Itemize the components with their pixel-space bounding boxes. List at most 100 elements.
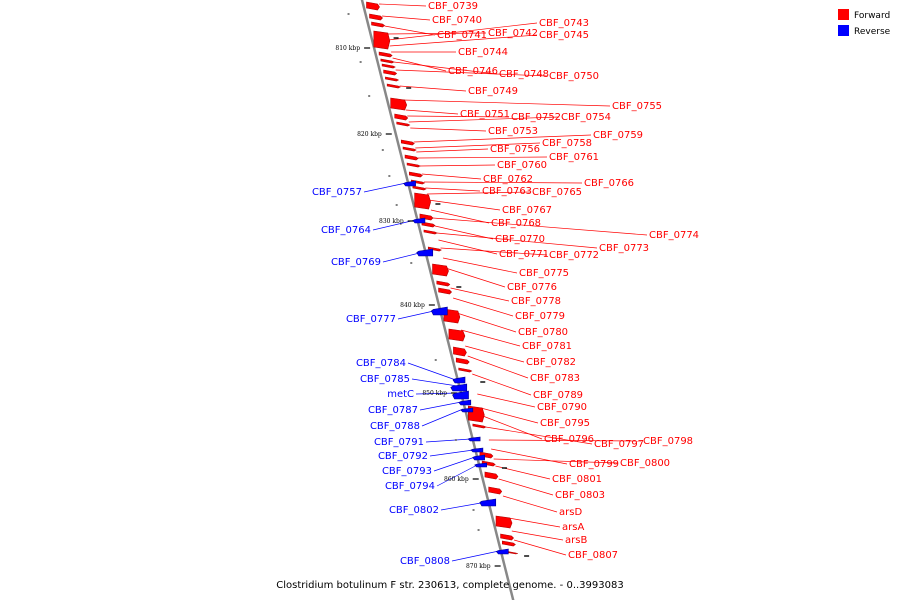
reverse-gene-label: CBF_0802	[389, 505, 439, 516]
map-caption: Clostridium botulinum F str. 230613, com…	[276, 580, 623, 591]
forward-gene	[406, 162, 421, 168]
forward-gene-label: CBF_0795	[540, 418, 590, 429]
forward-gene	[472, 423, 487, 429]
forward-gene-label: CBF_0756	[490, 144, 540, 155]
forward-gene	[453, 346, 467, 357]
forward-gene-label: CBF_0782	[526, 357, 576, 368]
forward-gene	[448, 328, 466, 342]
reverse-gene-label: CBF_0808	[400, 556, 450, 567]
forward-gene	[394, 113, 409, 121]
forward-gene-label: CBF_0752	[511, 112, 561, 123]
reverse-gene	[403, 180, 416, 187]
reverse-gene-label: CBF_0769	[331, 257, 381, 268]
forward-gene-label: CBF_0742	[488, 28, 538, 39]
forward-gene-label: CBF_0776	[507, 282, 557, 293]
reverse-gene-label: CBF_0777	[346, 314, 396, 325]
forward-gene	[414, 192, 431, 210]
forward-gene-label: CBF_0766	[584, 178, 634, 189]
forward-gene-label: CBF_0779	[515, 311, 565, 322]
reverse-gene	[495, 548, 509, 555]
reverse-gene-label: CBF_0794	[385, 481, 435, 492]
reverse-gene	[460, 407, 474, 413]
forward-gene-label: CBF_0762	[483, 174, 533, 185]
forward-gene-label: CBF_0790	[537, 402, 587, 413]
kbp-ticks: 810 kbp 820 kbp 830 kbp 840 kbp 850 kbp 860 k…	[335, 13, 530, 570]
legend-forward-swatch	[838, 9, 849, 20]
reverse-gene	[479, 498, 497, 507]
forward-gene-label: CBF_0799	[569, 459, 619, 470]
reverse-gene-label: CBF_0792	[378, 451, 428, 462]
forward-gene-label: CBF_0740	[432, 15, 482, 26]
tick-label: 870 kbp	[466, 563, 491, 570]
forward-gene-label: CBF_0767	[502, 205, 552, 216]
tick-label: 810 kbp	[335, 45, 360, 52]
forward-gene-label: arsB	[565, 535, 587, 546]
reverse-gene	[452, 390, 469, 400]
forward-gene	[385, 76, 400, 82]
forward-gene-label: CBF_0780	[518, 327, 568, 338]
forward-gene-label: CBF_0743	[539, 18, 589, 29]
forward-gene	[455, 357, 470, 365]
forward-gene-label: CBF_0803	[555, 490, 605, 501]
reverse-gene	[458, 399, 472, 406]
forward-gene-label: CBF_0753	[488, 126, 538, 137]
forward-gene-label: CBF_0761	[549, 152, 599, 163]
forward-gene-label: CBF_0751	[460, 109, 510, 120]
reverse-gene-label: CBF_0791	[374, 437, 424, 448]
tick-label: 860 kbp	[444, 476, 469, 483]
forward-gene-label: CBF_0749	[468, 86, 518, 97]
reverse-gene-label: CBF_0757	[312, 187, 362, 198]
forward-gene-label: CBF_0771	[499, 249, 549, 260]
reverse-gene	[452, 376, 466, 384]
tick-label: 850 kbp	[422, 390, 447, 397]
forward-gene-label: CBF_0796	[544, 434, 594, 445]
reverse-gene-label: CBF_0793	[382, 466, 432, 477]
forward-gene	[488, 486, 503, 495]
forward-gene-label: CBF_0772	[549, 250, 599, 261]
forward-gene-label: CBF_0758	[542, 138, 592, 149]
forward-gene-label: CBF_0773	[599, 243, 649, 254]
forward-gene-label: CBF_0798	[643, 436, 693, 447]
reverse-gene-label: CBF_0764	[321, 225, 371, 236]
forward-gene-label: CBF_0801	[552, 474, 602, 485]
forward-gene	[386, 83, 401, 89]
forward-gene	[458, 367, 473, 373]
forward-gene	[427, 246, 442, 252]
forward-gene	[432, 263, 449, 277]
reverse-gene	[416, 248, 434, 257]
reverse-gene-label: CBF_0787	[368, 405, 418, 416]
forward-gene	[378, 51, 393, 58]
legend: Forward Reverse	[838, 9, 891, 37]
forward-gene-label: CBF_0800	[620, 458, 670, 469]
forward-gene-label: CBF_0760	[497, 160, 547, 171]
forward-gene	[366, 1, 380, 11]
forward-gene-label: CBF_0770	[495, 234, 545, 245]
forward-gene-label: CBF_0775	[519, 268, 569, 279]
forward-gene	[484, 471, 499, 480]
gene-features	[366, 1, 518, 555]
forward-gene	[412, 185, 427, 191]
gene-labels: CBF_0739 CBF_0740 CBF_0741 CBF_0742CBF_0743…	[312, 1, 699, 567]
forward-gene-label: CBF_0759	[593, 130, 643, 141]
forward-gene-label: CBF_0774	[649, 230, 699, 241]
forward-gene-label: CBF_0745	[539, 30, 589, 41]
forward-gene-label: CBF_0797	[594, 439, 644, 450]
reverse-gene	[430, 306, 448, 316]
forward-gene-label: arsA	[562, 522, 584, 533]
forward-gene-label: CBF_0754	[561, 112, 611, 123]
forward-gene	[495, 515, 513, 529]
forward-gene	[404, 154, 419, 161]
forward-gene-label: CBF_0744	[458, 47, 508, 58]
forward-gene	[381, 63, 396, 69]
forward-gene	[383, 69, 398, 76]
forward-gene	[500, 533, 514, 541]
reverse-gene	[474, 462, 487, 468]
forward-gene	[443, 308, 461, 324]
forward-gene	[400, 139, 415, 146]
forward-gene	[409, 171, 423, 178]
reverse-gene	[450, 383, 468, 392]
forward-gene	[380, 58, 395, 64]
forward-gene-label: CBF_0783	[530, 373, 580, 384]
reverse-gene-label: CBF_0788	[370, 421, 420, 432]
